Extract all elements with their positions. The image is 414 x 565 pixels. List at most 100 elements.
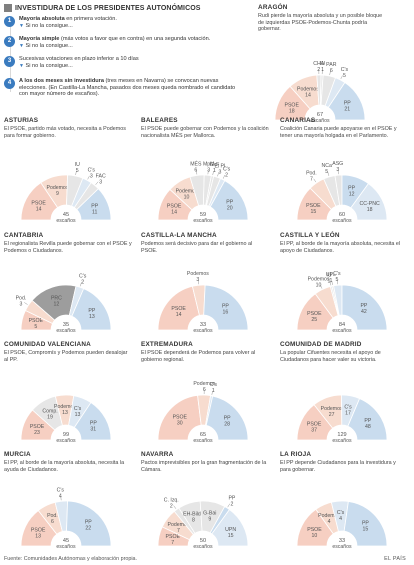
region-panel: LA RIOJA El PP depende Ciudadanos para la…	[280, 451, 408, 550]
leader-line	[212, 171, 214, 176]
party-label: PRC	[51, 296, 62, 302]
region-name: BALEARES	[141, 117, 178, 124]
total-seats: 60	[339, 212, 345, 218]
party-label: ASG	[332, 161, 343, 167]
total-seats: 65	[200, 432, 206, 438]
party-seats: 3	[207, 167, 210, 173]
party-label: C's	[223, 166, 231, 172]
party-label: PP	[90, 420, 97, 426]
leader-line	[24, 302, 28, 305]
party-seats: 1	[321, 67, 324, 73]
party-seats: 15	[228, 533, 234, 539]
party-label: C's	[88, 167, 96, 173]
party-label: C's	[344, 405, 352, 411]
party-label: Pod.	[306, 170, 317, 176]
party-label: C's	[341, 67, 349, 73]
party-seats: 10	[312, 533, 318, 539]
party-label: Podemos	[308, 276, 330, 282]
party-seats: 31	[90, 426, 96, 432]
party-label: Podemos	[187, 271, 209, 277]
total-seats: 50	[200, 538, 206, 544]
region-name: COMUNIDAD DE MADRID	[280, 341, 362, 348]
party-seats: 14	[305, 92, 311, 98]
party-seats: 13	[62, 410, 68, 416]
region-description: El PSOE, Compromís y Podemos pueden desa…	[4, 350, 128, 363]
total-seats: 45	[63, 538, 69, 544]
seat-slice	[341, 284, 388, 331]
region-description: El PSOE, partido más votado, necesita a …	[4, 126, 126, 139]
party-label: Pod.	[16, 295, 27, 301]
region-description: Coalición Canaria puede apoyarse en el P…	[280, 126, 397, 139]
party-label: UPN	[225, 527, 236, 533]
region-panel: COMUNIDAD VALENCIANA El PSOE, Compromís y…	[4, 341, 132, 444]
total-seats: 33	[200, 322, 206, 328]
party-seats: 3	[336, 167, 339, 173]
seat-slice	[209, 180, 249, 221]
party-seats: 12	[349, 192, 355, 198]
party-label: C's	[210, 382, 218, 388]
region-description: El PP, al borde de la mayoría absoluta, …	[4, 460, 125, 473]
seat-slice	[327, 81, 366, 121]
party-seats: 18	[289, 108, 295, 114]
party-label: UPL	[326, 272, 336, 278]
party-label: PSOE	[307, 527, 322, 533]
party-seats: 11	[92, 209, 97, 215]
leader-line	[211, 390, 213, 395]
party-seats: 9	[56, 191, 59, 197]
party-label: G-Bai	[203, 511, 216, 517]
rule-text: en primera votación.	[64, 16, 117, 22]
rule-number-badge: 2	[4, 36, 15, 47]
party-label: PP	[344, 100, 351, 106]
party-seats: 2	[230, 501, 233, 507]
party-seats: 5	[76, 168, 79, 174]
leader-line	[320, 284, 323, 289]
party-label: GxF	[210, 162, 220, 168]
party-label: Podemos	[54, 404, 76, 410]
party-label: PP	[222, 304, 229, 310]
party-seats: 2	[225, 172, 228, 178]
party-seats: 12	[54, 302, 60, 308]
seat-slice	[66, 500, 112, 547]
party-label: PP	[360, 303, 367, 309]
party-label: C's	[337, 510, 345, 516]
header-title-text: INVESTIDURA DE LOS PRESIDENTES AUTONÓMIC…	[15, 4, 201, 12]
party-label: PSOE	[173, 414, 188, 420]
region-name: CANARIAS	[280, 117, 316, 124]
region-name: CANTABRIA	[4, 232, 44, 239]
seats-label: escaños	[56, 218, 76, 224]
party-seats: 2	[81, 280, 84, 286]
party-seats: 13	[75, 412, 81, 418]
party-label: PSOE	[167, 204, 182, 210]
leader-line	[222, 174, 226, 179]
rule-1: 1 Mayoría absoluta en primera votación. …	[4, 16, 244, 29]
party-label: Podemos	[46, 185, 68, 191]
party-seats: 25	[311, 317, 317, 323]
header-title: INVESTIDURA DE LOS PRESIDENTES AUTONÓMIC…	[4, 4, 252, 12]
party-seats: 3	[219, 170, 222, 176]
party-seats: 6	[194, 167, 197, 173]
total-seats: 35	[63, 322, 69, 328]
party-seats: 23	[34, 430, 40, 436]
party-label: PSOE	[166, 534, 181, 540]
region-panel: BALEARES El PSOE puede gobernar con Podem…	[141, 117, 269, 224]
rule-sub: Si no la consigue...	[25, 22, 73, 29]
party-seats: 21	[344, 106, 350, 112]
arrow-down-icon: ▼	[19, 42, 24, 49]
region-description: El PSOE puede gobernar con Podemos y la …	[141, 126, 269, 139]
seats-label: escaños	[332, 438, 352, 444]
party-seats: 5	[336, 277, 339, 283]
party-label: CC-PNC	[360, 201, 380, 207]
party-label: Podemos	[321, 406, 343, 412]
region-panel: NAVARRA Pactos imprevisibles por la gran …	[141, 451, 269, 550]
seat-slice	[73, 401, 112, 441]
brand-logo: EL PAÍS	[384, 556, 406, 562]
rule-bold: Mayoría simple	[19, 36, 60, 42]
